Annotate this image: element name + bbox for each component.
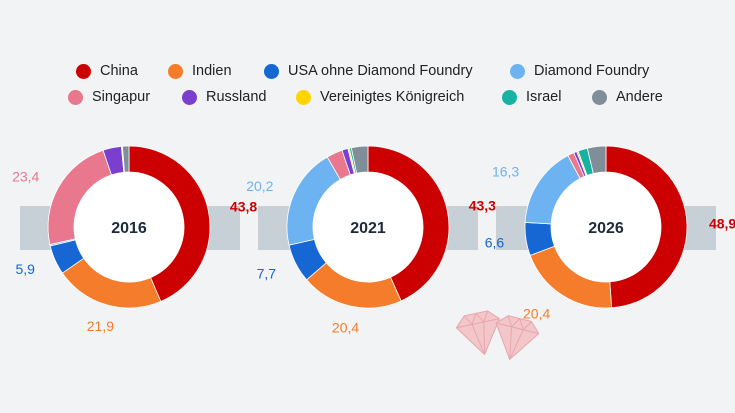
legend-item-russland: Russland xyxy=(182,89,266,105)
data-label-china: 48,9 xyxy=(709,215,735,231)
donut-2021: 43,3 20,4 7,7 20,2 2021 xyxy=(246,145,496,336)
data-label-diamond-foundry: 16,3 xyxy=(492,164,519,180)
data-label-usa-ohne-diamond-foundry: 5,9 xyxy=(16,261,36,277)
legend: China Indien USA ohne Diamond Foundry Di… xyxy=(0,0,735,120)
data-label-china: 43,3 xyxy=(469,197,496,213)
legend-label: Singapur xyxy=(92,89,151,105)
data-label-indien: 21,9 xyxy=(87,318,114,334)
year-label: 2021 xyxy=(350,220,386,237)
data-label-diamond-foundry: 20,2 xyxy=(246,178,273,194)
donut-2026: 48,9 20,4 6,6 16,3 2026 xyxy=(485,145,735,322)
legend-row: China Indien USA ohne Diamond Foundry Di… xyxy=(0,63,735,85)
legend-swatch xyxy=(502,89,517,105)
legend-item-vereinigtes-koenigreich: Vereinigtes Königreich xyxy=(296,89,464,105)
legend-row: Singapur Russland Vereinigtes Königreich… xyxy=(0,89,735,111)
diamond-icon xyxy=(495,315,540,361)
legend-item-usa: USA ohne Diamond Foundry xyxy=(264,63,473,79)
legend-item-singapur: Singapur xyxy=(68,89,150,105)
legend-swatch xyxy=(68,89,83,105)
year-label: 2026 xyxy=(588,220,624,237)
legend-label: Indien xyxy=(192,63,232,79)
data-label-china: 43,8 xyxy=(230,198,257,214)
legend-swatch xyxy=(510,63,525,79)
legend-item-china: China xyxy=(76,63,138,79)
legend-label: Andere xyxy=(616,89,663,105)
donut-slice-andere xyxy=(121,145,130,173)
legend-swatch xyxy=(592,89,607,105)
donut-slice-andere xyxy=(586,145,607,174)
legend-item-diamond-foundry: Diamond Foundry xyxy=(510,63,649,79)
donut-center xyxy=(74,172,184,282)
donut-center xyxy=(551,172,661,282)
data-label-indien: 20,4 xyxy=(523,306,550,322)
legend-label: Israel xyxy=(526,89,562,105)
legend-label: China xyxy=(100,63,138,79)
legend-swatch xyxy=(182,89,197,105)
data-label-singapur: 23,4 xyxy=(12,168,39,184)
legend-swatch xyxy=(296,89,311,105)
data-label-usa-ohne-diamond-foundry: 7,7 xyxy=(257,265,277,281)
legend-label: Diamond Foundry xyxy=(534,63,650,79)
legend-item-andere: Andere xyxy=(592,89,663,105)
diamond-icon xyxy=(455,310,501,356)
legend-swatch xyxy=(168,63,183,79)
donut-2016: 43,8 21,9 5,9 23,4 2016 xyxy=(12,145,257,334)
legend-item-israel: Israel xyxy=(502,89,561,105)
donut-slice-china xyxy=(367,145,450,302)
data-label-usa-ohne-diamond-foundry: 6,6 xyxy=(485,234,505,250)
data-label-indien: 20,4 xyxy=(332,320,359,336)
donut-slice-andere xyxy=(350,145,369,174)
donut-slice-china xyxy=(128,145,211,303)
legend-label: USA ohne Diamond Foundry xyxy=(288,63,473,79)
legend-swatch xyxy=(76,63,91,79)
donut-center xyxy=(313,172,423,282)
legend-label: Vereinigtes Königreich xyxy=(320,89,465,105)
donut-slice-china xyxy=(605,145,688,309)
legend-label: Russland xyxy=(206,89,267,105)
legend-swatch xyxy=(264,63,279,79)
year-label: 2016 xyxy=(111,220,147,237)
diamond-icons xyxy=(455,310,540,361)
legend-item-indien: Indien xyxy=(168,63,232,79)
